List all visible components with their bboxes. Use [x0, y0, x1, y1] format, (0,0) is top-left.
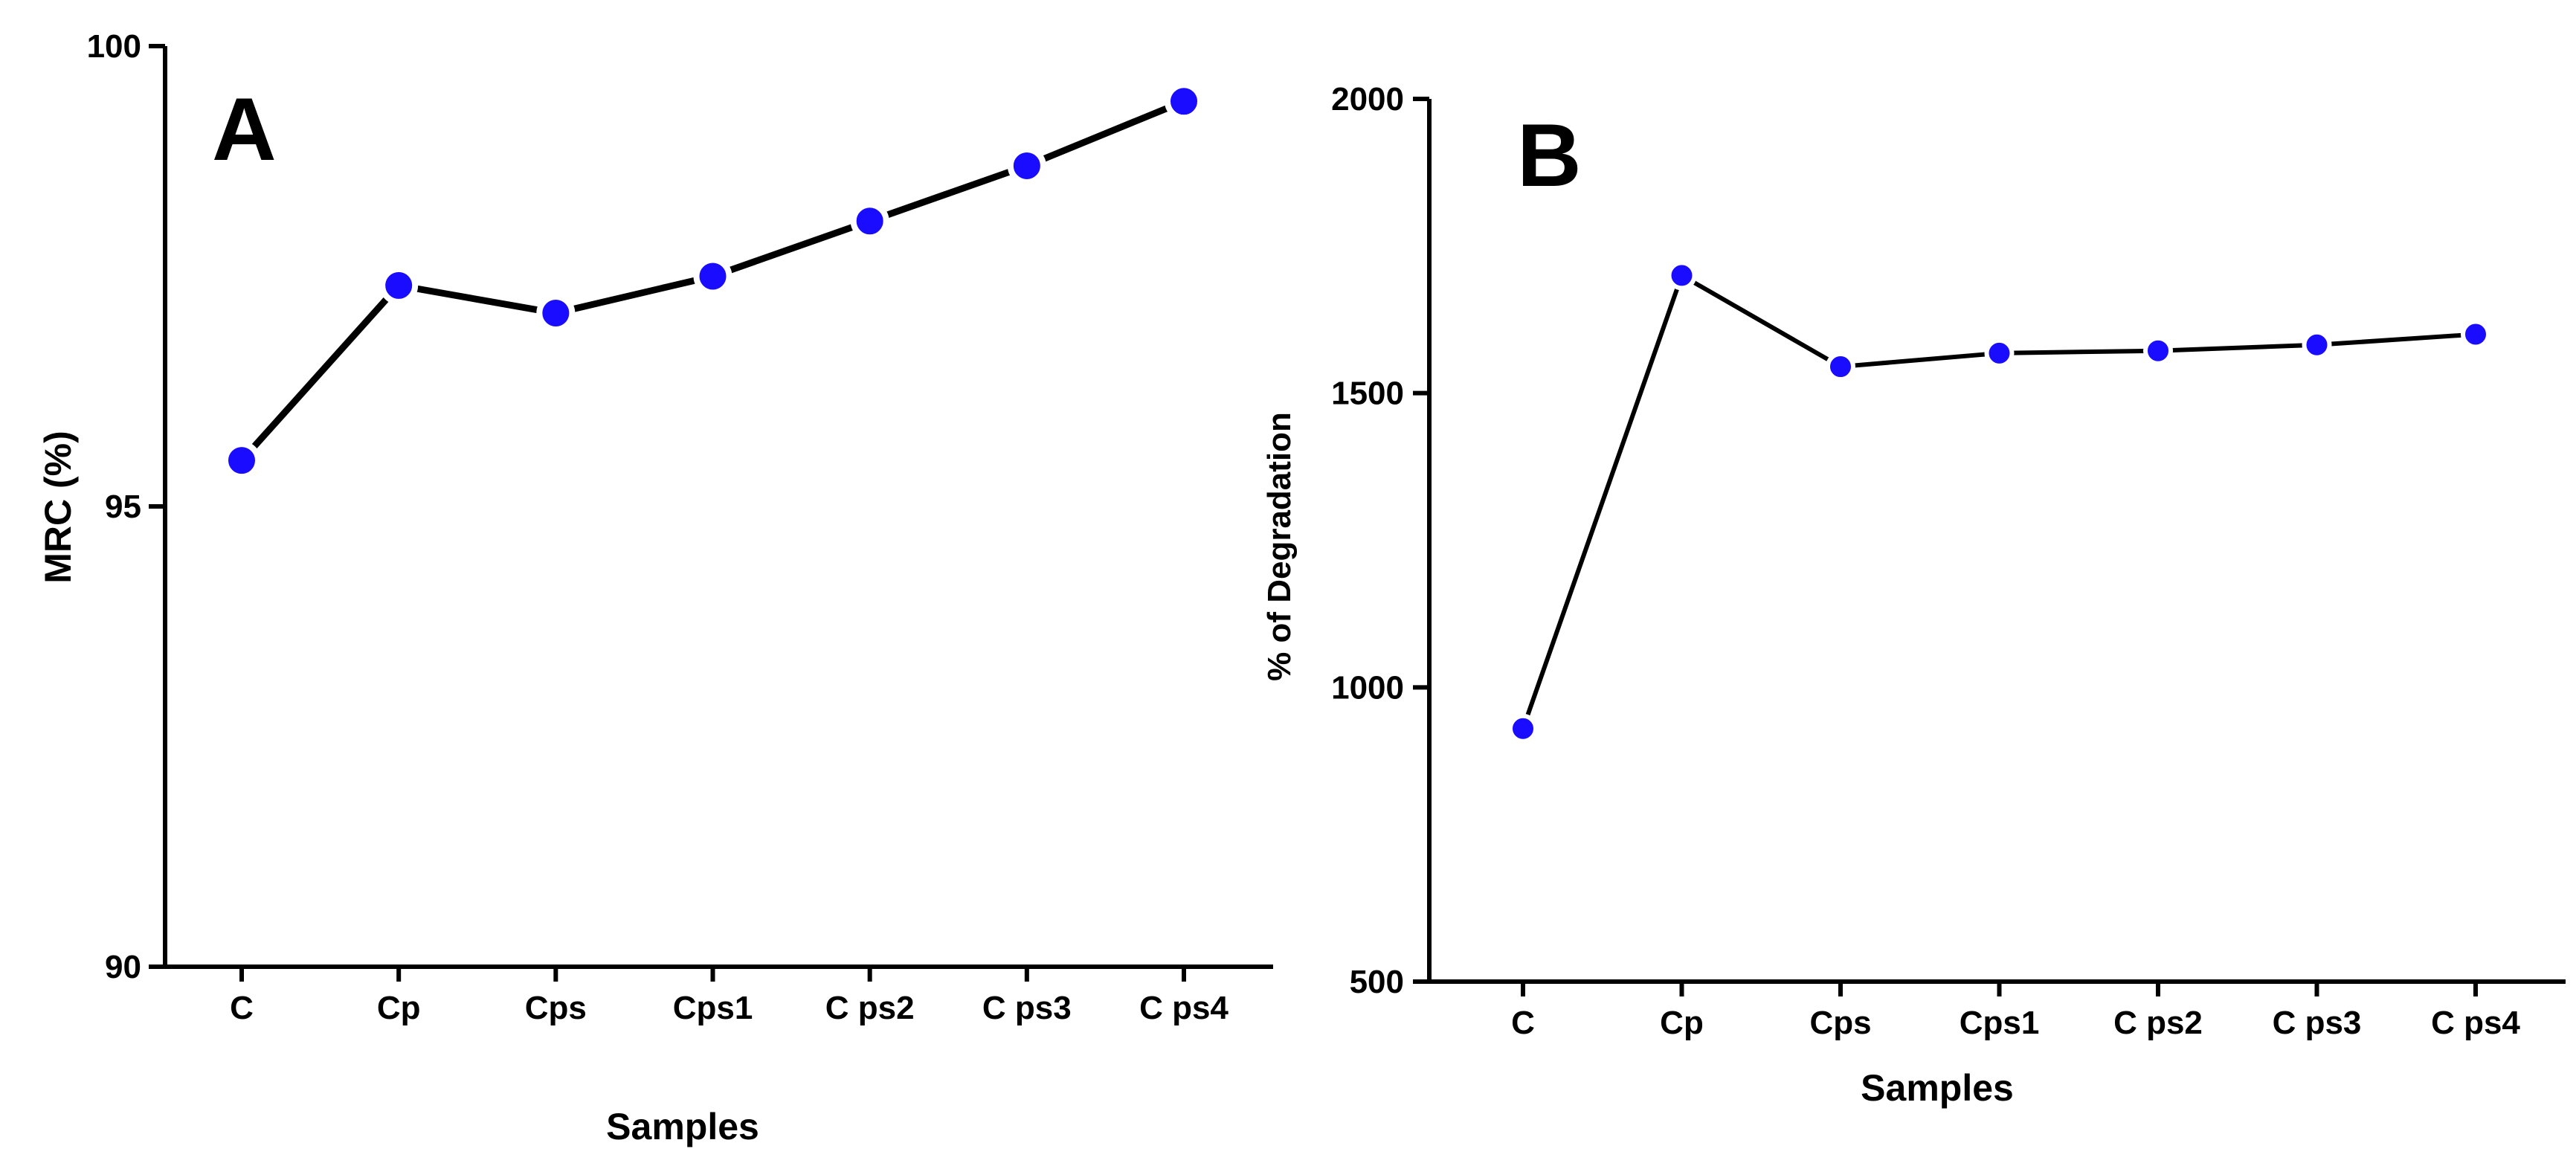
panel-b-data-point — [2143, 335, 2173, 366]
panel-a-xtick-label: Cps1 — [673, 990, 753, 1026]
panel-a-ytick-label: 95 — [105, 489, 141, 525]
chart-panel-a: A MRC (%) Samples 90 95 100 C Cp Cps Cps1 C ps… — [37, 28, 1273, 1147]
panel-b-xtick-label: Cps — [1809, 1005, 1871, 1041]
panel-b-data-point — [1508, 713, 1538, 744]
chart-panel-b: B % of Degradation Samples 500 1000 1500 20… — [1261, 81, 2566, 1109]
panel-a-data-point — [536, 294, 576, 333]
panel-b-xtick-label: C ps2 — [2113, 1005, 2203, 1041]
panel-b-xtick-label: Cp — [1660, 1005, 1704, 1041]
panel-label-b: B — [1517, 106, 1582, 205]
panel-a-data-point — [850, 202, 889, 241]
panel-a-y-axis-title: MRC (%) — [37, 431, 79, 584]
panel-b-ytick-label: 2000 — [1331, 81, 1404, 117]
panel-b-data-point — [2461, 319, 2490, 350]
panel-a-x-axis-title: Samples — [606, 1106, 759, 1147]
panel-b-x-ticks: C Cp Cps Cps1 C ps2 C ps3 C ps4 — [1511, 982, 2520, 1041]
panel-a-xtick-label: Cps — [525, 990, 587, 1026]
panel-a-xtick-label: Cp — [377, 990, 421, 1026]
panel-a-ytick-label: 100 — [87, 28, 141, 65]
panel-b-data-point — [1984, 338, 2015, 368]
panel-a-data-point — [1007, 146, 1046, 185]
panel-a-xtick-label: C ps4 — [1139, 990, 1229, 1026]
panel-b-data-point — [2302, 329, 2332, 360]
panel-b-points — [1508, 260, 2490, 744]
panel-b-y-ticks: 500 1000 1500 2000 — [1331, 81, 1429, 1000]
panel-a-points — [222, 82, 1203, 480]
panel-a-y-ticks: 90 95 100 — [87, 28, 165, 985]
panel-b-x-axis-title: Samples — [1861, 1067, 2014, 1109]
panel-b-xtick-label: C — [1511, 1005, 1535, 1041]
panel-b-ytick-label: 1000 — [1331, 669, 1404, 706]
panel-a-data-point — [379, 265, 419, 305]
panel-a-xtick-label: C ps2 — [825, 990, 915, 1026]
panel-b-xtick-label: C ps4 — [2431, 1005, 2520, 1041]
panel-b-ytick-label: 500 — [1350, 964, 1404, 1000]
panel-a-data-point — [1165, 82, 1203, 121]
panel-a-data-point — [222, 441, 261, 480]
panel-b-xtick-label: C ps3 — [2273, 1005, 2362, 1041]
panel-b-data-point — [1826, 352, 1855, 382]
panel-b-data-point — [1667, 260, 1697, 291]
panel-a-ytick-label: 90 — [105, 949, 141, 985]
panel-a-x-ticks: C Cp Cps Cps1 C ps2 C ps3 C ps4 — [230, 967, 1229, 1026]
panel-label-a: A — [212, 80, 277, 179]
panel-b-xtick-label: Cps1 — [1960, 1005, 2040, 1041]
panel-a-data-point — [693, 257, 732, 296]
panel-a-xtick-label: C ps3 — [982, 990, 1072, 1026]
panel-b-ytick-label: 1500 — [1331, 376, 1404, 412]
panel-b-y-axis-title: % of Degradation — [1261, 412, 1298, 681]
panel-a-xtick-label: C — [230, 990, 254, 1026]
